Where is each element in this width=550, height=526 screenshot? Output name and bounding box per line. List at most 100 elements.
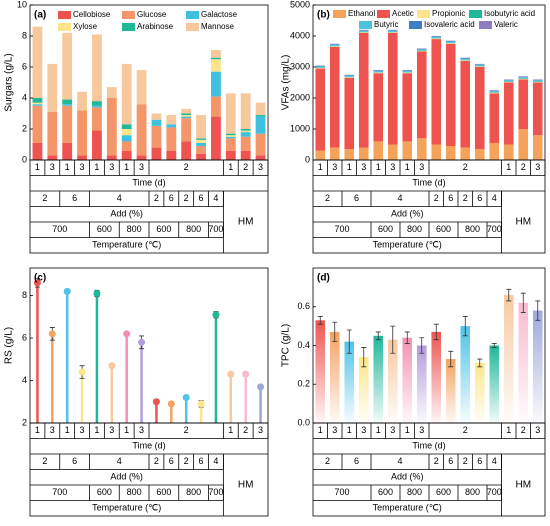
bar-segment: [106, 98, 117, 156]
y-axis-label: Surgars (g/L): [4, 53, 15, 111]
table-cell: 3: [109, 425, 114, 435]
table-cell: 800: [407, 224, 422, 234]
bar-segment: [240, 130, 251, 133]
legend-label: Xylose: [73, 22, 98, 31]
bar-segment: [416, 138, 427, 160]
table-cell: 2: [42, 193, 47, 203]
bar-segment: [518, 78, 529, 80]
table-cell: 3: [390, 162, 395, 172]
table-cell: 700: [52, 224, 67, 234]
bar-segment: [196, 146, 206, 154]
bar-segment: [106, 155, 117, 160]
legend-label: Cellobiose: [73, 10, 111, 19]
legend-swatch: [186, 23, 199, 31]
table-cell: 2: [325, 456, 330, 466]
bar: [344, 341, 355, 423]
bar-segment: [151, 125, 162, 148]
error-bar: [419, 337, 425, 354]
y-tick-label: 4: [22, 375, 27, 385]
bar-segment: [474, 149, 485, 160]
table-title: Add (%): [391, 472, 424, 482]
table-cell: 800: [465, 224, 480, 234]
table-cell: 2: [154, 456, 159, 466]
table-cell: 6: [477, 456, 482, 466]
table-cell: 1: [318, 162, 323, 172]
bar-segment: [92, 101, 102, 106]
bar-segment: [315, 66, 326, 68]
bar-segment: [196, 138, 206, 140]
bar-segment: [373, 71, 384, 73]
bar-segment: [402, 73, 413, 142]
y-tick-label: 6: [22, 332, 27, 342]
table-cell: 3: [419, 425, 424, 435]
bar-segment: [489, 90, 500, 92]
bar-segment: [503, 80, 514, 82]
bar-segment: [255, 115, 266, 117]
bar-segment: [503, 82, 514, 145]
bar-segment: [489, 93, 500, 143]
error-bar: [448, 350, 454, 368]
legend-label: Acetic: [392, 9, 414, 18]
bar-segment: [225, 150, 236, 160]
dot: [78, 368, 86, 376]
bar-segment: [518, 129, 529, 160]
legend-swatch: [186, 11, 199, 19]
bar-segment: [431, 36, 442, 37]
bar: [402, 337, 413, 423]
table-cell: 3: [258, 425, 263, 435]
table-cell: 1: [405, 425, 410, 435]
bar-segment: [181, 113, 192, 116]
bar-segment: [518, 79, 529, 129]
bar-segment: [196, 153, 206, 160]
bar-segment: [181, 141, 192, 160]
legend-swatch: [122, 11, 135, 19]
table-cell: HM: [515, 480, 531, 491]
y-tick-label: 8: [22, 30, 27, 40]
legend-swatch: [333, 10, 346, 18]
bar-segment: [240, 129, 251, 131]
bar-segment: [121, 129, 132, 136]
legend-label: Glucose: [137, 10, 167, 19]
y-tick-label: 6: [22, 61, 27, 71]
bar-segment: [166, 124, 177, 128]
bar-segment: [92, 105, 102, 108]
table-cell: 1: [94, 162, 99, 172]
table-cell: 700: [208, 487, 223, 497]
bar-segment: [344, 77, 355, 150]
y-tick-label: 10: [17, 0, 27, 9]
bar-segment: [47, 111, 58, 156]
bar-segment: [181, 115, 192, 117]
bar-segment: [358, 147, 369, 160]
table-cell: 1: [376, 162, 381, 172]
bar: [445, 359, 456, 423]
table-cell: 2: [42, 456, 47, 466]
table-cell: 3: [80, 162, 85, 172]
table-cell: 6: [169, 456, 174, 466]
table-cell: 600: [378, 224, 393, 234]
table-cell: 2: [184, 425, 189, 435]
table-cell: 4: [397, 456, 402, 466]
bar-segment: [62, 99, 73, 105]
panel-label: (c): [34, 273, 46, 284]
bar-segment: [211, 59, 221, 72]
error-bar: [491, 343, 497, 348]
bar: [431, 331, 442, 423]
table-cell: 2: [243, 162, 248, 172]
legend-swatch: [479, 21, 492, 29]
bar-segment: [431, 38, 442, 40]
table-cell: 700: [487, 224, 502, 234]
bar-segment: [136, 155, 147, 160]
bar-segment: [532, 82, 543, 136]
dot: [242, 370, 250, 378]
bar-segment: [106, 87, 117, 98]
table-cell: 600: [436, 224, 451, 234]
table-cell: 700: [334, 224, 349, 234]
table-cell: 1: [318, 425, 323, 435]
table-cell: 6: [448, 193, 453, 203]
error-bar: [506, 288, 512, 302]
table-cell: 2: [243, 425, 248, 435]
table-cell: 2: [325, 193, 330, 203]
bar-segment: [211, 71, 221, 97]
dot: [63, 287, 71, 295]
